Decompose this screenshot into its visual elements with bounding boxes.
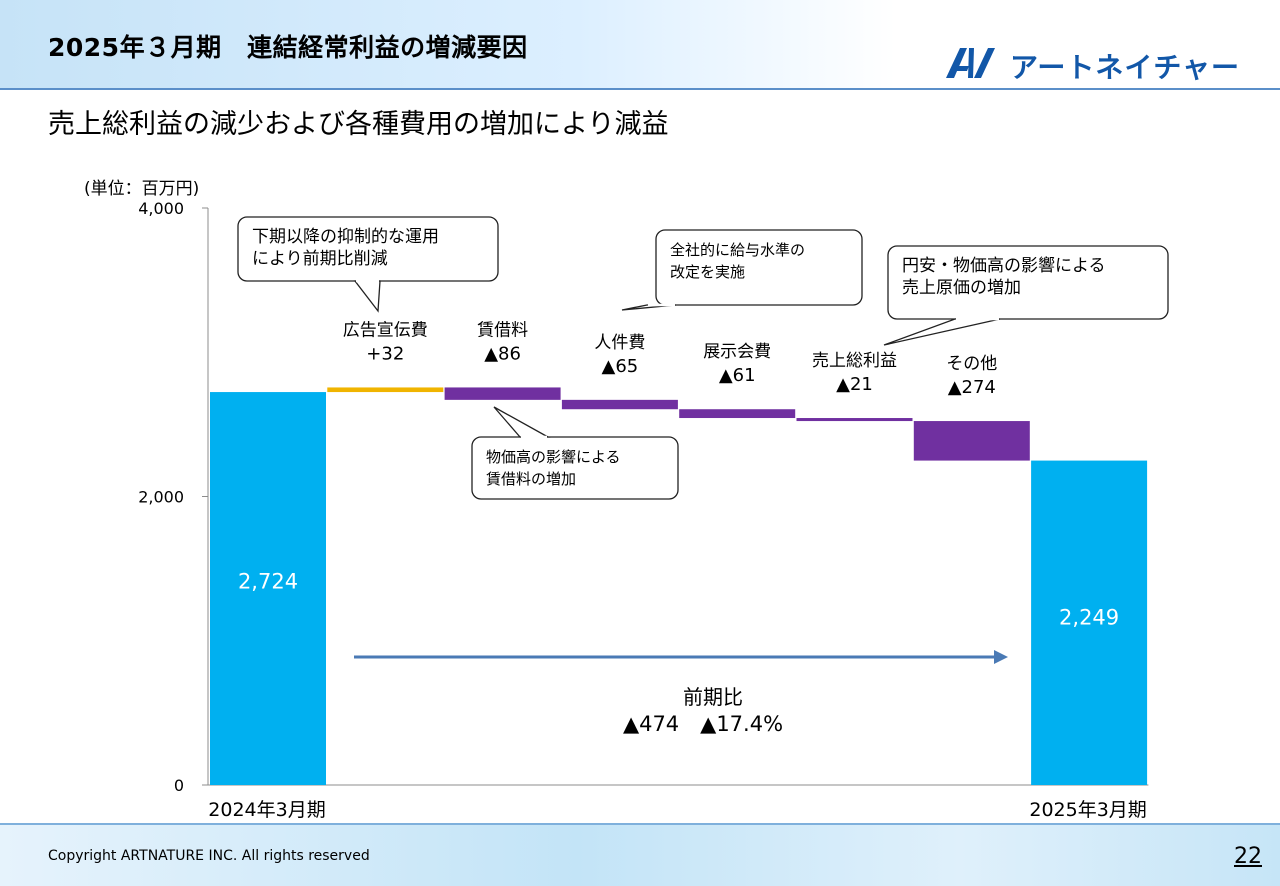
callout-text: 全社的に給与水準の [670, 241, 805, 259]
bar-value-label: 2,249 [1059, 605, 1119, 629]
copyright-text: Copyright ARTNATURE INC. All rights rese… [48, 848, 370, 864]
logo-text: アートネイチャー [1010, 51, 1241, 84]
header-band [0, 0, 1280, 88]
comparison-title: 前期比 [683, 685, 743, 709]
callout-text: 改定を実施 [670, 263, 745, 281]
callout-text: 賃借料の増加 [486, 470, 576, 488]
footer-divider [0, 823, 1280, 825]
bar-category-label: 展示会費 [703, 342, 771, 362]
callout-text: 下期以降の抑制的な運用 [252, 227, 439, 247]
callout-tail [883, 318, 1001, 346]
footer-band [0, 823, 1280, 886]
bar-value-label: ▲21 [836, 374, 873, 395]
x-tick-label: 2025年3月期 [1029, 799, 1146, 821]
bar-delta [913, 421, 1030, 461]
unit-label: (単位：百万円) [84, 179, 199, 199]
bar-delta [327, 387, 444, 393]
bar-delta [561, 399, 678, 410]
callout-text: により前期比削減 [252, 249, 388, 269]
bar-value-label: ▲274 [948, 377, 996, 398]
callout-text: 売上原価の増加 [902, 278, 1021, 298]
bar-total [1031, 460, 1148, 785]
bar-category-label: 賃借料 [477, 320, 528, 340]
page-number: 22 [1234, 844, 1262, 869]
bar-delta [679, 409, 796, 419]
bar-category-label: 人件費 [594, 333, 645, 353]
y-tick-label: 0 [174, 776, 184, 795]
x-tick-label: 2024年3月期 [208, 799, 325, 821]
callout-box [471, 436, 679, 500]
logo-mark-icon [946, 48, 995, 78]
bar-category-label: その他 [946, 354, 997, 374]
callout-box [887, 245, 1169, 320]
bar-delta [796, 418, 913, 422]
y-tick-label: 2,000 [138, 488, 184, 507]
arrowhead-icon [994, 650, 1008, 664]
bar-category-label: 広告宣伝費 [343, 320, 428, 340]
bar-delta [444, 387, 561, 400]
y-tick-label: 4,000 [138, 199, 184, 218]
callout-text: 物価高の影響による [486, 448, 621, 466]
header-divider [0, 88, 1280, 90]
bar-value-label: +32 [366, 343, 404, 364]
bar-value-label: 2,724 [238, 570, 298, 594]
callout-tail [353, 280, 381, 313]
callout-tail [493, 406, 551, 438]
slide-subtitle: 売上総利益の減少および各種費用の増加により減益 [48, 109, 669, 140]
bar-category-label: 売上総利益 [812, 351, 897, 371]
bar-value-label: ▲61 [719, 365, 756, 386]
bar-value-label: ▲65 [602, 356, 639, 377]
bar-value-label: ▲86 [484, 343, 521, 364]
company-logo [946, 48, 995, 78]
slide-title: 2025年３月期 連結経常利益の増減要因 [48, 33, 528, 62]
bar-total [210, 392, 326, 785]
callout-text: 円安・物価高の影響による [902, 256, 1106, 276]
comparison-value: ▲474 ▲17.4% [623, 712, 783, 736]
callout-box [655, 229, 863, 306]
